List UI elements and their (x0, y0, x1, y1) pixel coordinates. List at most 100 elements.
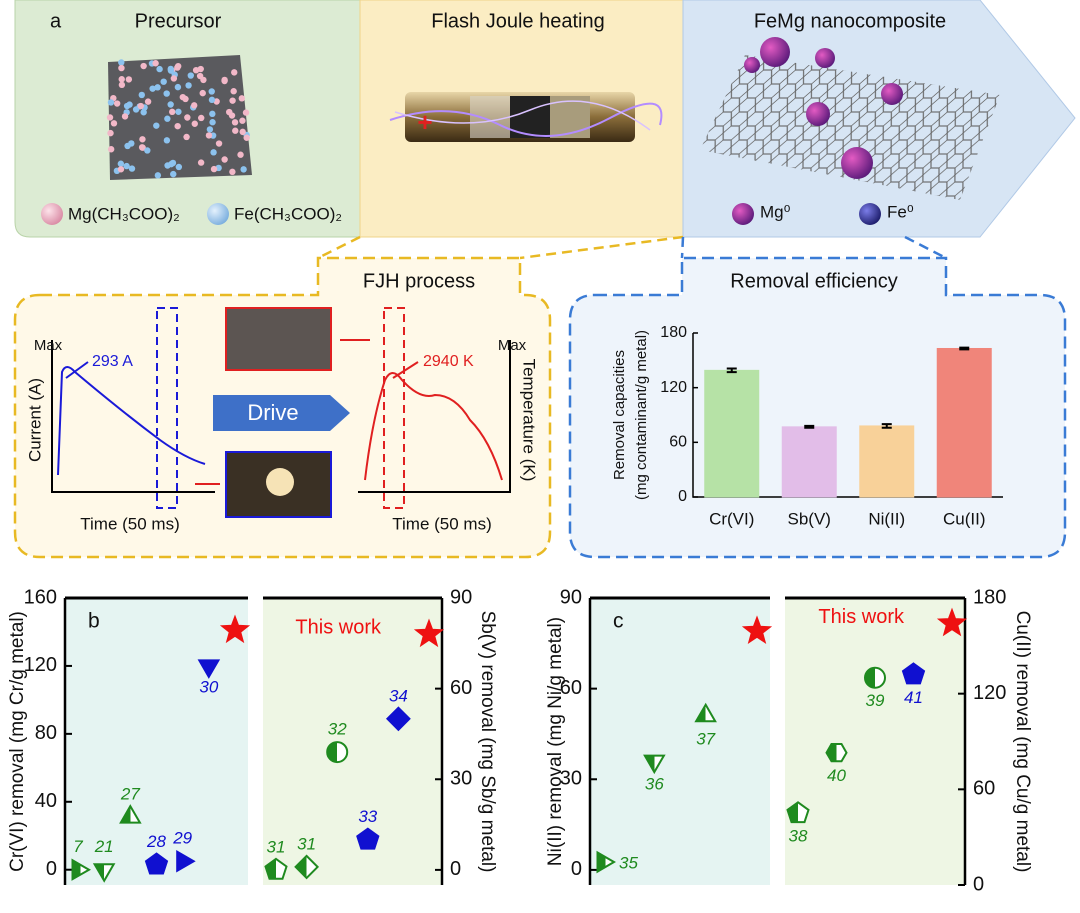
y-tick-label: 30 (450, 768, 472, 790)
data-point (356, 827, 380, 850)
panel-label: a (50, 10, 62, 32)
y-tick-label: 90 (560, 586, 582, 608)
data-point (863, 666, 887, 689)
plot-bg (65, 598, 248, 885)
particle (229, 168, 236, 176)
particle (175, 108, 182, 115)
x-axis-label: Time (50 ms) (80, 514, 180, 533)
particle (125, 76, 133, 83)
particle (121, 113, 129, 120)
legend-label: Fe(CH₃COO)₂ (234, 204, 342, 223)
data-point (92, 863, 116, 883)
particle (238, 95, 246, 102)
y-axis-label: Cu(II) removal (mg Cu/g metal) (1012, 611, 1033, 873)
particle (226, 108, 233, 116)
peak-label: 293 A (92, 353, 133, 370)
glow (266, 468, 294, 496)
y-tick-label: 120 (24, 654, 57, 676)
particle (174, 83, 182, 91)
particle (138, 144, 146, 151)
particle (154, 172, 162, 179)
legend-marker (207, 203, 229, 225)
data-point (825, 743, 848, 763)
particle (138, 91, 145, 99)
this-work-label: This work (818, 606, 905, 628)
particle (154, 84, 161, 91)
particle (110, 120, 118, 127)
data-point (294, 854, 320, 880)
particle (137, 102, 145, 110)
particle (237, 151, 244, 158)
window (156, 307, 178, 509)
y-axis-label: Removal capacities (611, 350, 628, 480)
y-tick-label: 40 (35, 790, 57, 812)
reactor-tube: + (389, 92, 663, 142)
connectors (317, 235, 947, 260)
x-axis-label: Time (50 ms) (392, 514, 492, 533)
point-label: 29 (172, 829, 192, 848)
particle (174, 64, 181, 71)
particle (144, 147, 151, 154)
x-tick-label: Ni(II) (868, 509, 905, 528)
y-tick-label: 160 (24, 586, 57, 608)
point-label: 31 (297, 834, 316, 853)
particle (183, 133, 190, 141)
error-bar (881, 423, 892, 429)
particle (118, 64, 125, 72)
y-axis-label: Sb(V) removal (mg Sb/g metal) (477, 611, 498, 873)
legend-marker (41, 203, 63, 225)
data-point (119, 804, 142, 824)
y-tick-label: 0 (450, 858, 461, 880)
y-axis-label: Current (A) (25, 378, 44, 462)
particle (170, 170, 177, 178)
y-tick-label: 0 (46, 858, 57, 880)
box-title: Removal efficiency (730, 270, 897, 292)
plot-bg (785, 598, 965, 885)
axis (358, 340, 511, 493)
particle (170, 75, 178, 82)
particle (243, 134, 250, 141)
y-tick-label: 180 (973, 586, 1006, 608)
error-bar (959, 346, 970, 351)
particle (128, 165, 136, 172)
particle (149, 85, 156, 92)
particle (210, 165, 218, 173)
particle (167, 65, 174, 73)
bar (859, 425, 915, 498)
window (383, 307, 405, 509)
y-axis-label: (mg contaminant/g metal) (633, 330, 650, 500)
particle (167, 101, 174, 108)
particle (124, 142, 131, 150)
y-tick-label: 30 (560, 768, 582, 790)
max-label: Max (498, 337, 527, 354)
y-tick-label: 0 (678, 488, 687, 505)
point-label: 38 (789, 827, 808, 846)
data-point (385, 706, 411, 732)
temperature-curve (364, 372, 503, 481)
particle (221, 156, 228, 163)
particle (164, 162, 171, 169)
legend-marker (732, 203, 754, 225)
particle (187, 72, 194, 79)
particle (215, 140, 223, 147)
data-point (786, 801, 810, 824)
link-arrow (195, 339, 370, 485)
x-tick-label: Sb(V) (788, 509, 831, 528)
data-point (596, 850, 616, 874)
data-point (176, 849, 196, 873)
particle (199, 89, 206, 97)
y-tick-label: 60 (450, 677, 472, 699)
particle (164, 115, 171, 122)
y-axis-label: Cr(VI) removal (mg Cr/g metal) (7, 611, 28, 872)
particle (140, 109, 147, 116)
stage-title: Precursor (135, 10, 222, 32)
particle (198, 114, 205, 122)
data-point (219, 614, 251, 644)
particle (107, 129, 114, 137)
y-tick-label: 0 (571, 858, 582, 880)
particle (197, 159, 205, 166)
data-point (741, 615, 773, 644)
y-tick-label: 180 (660, 324, 687, 341)
y-axis-label: Ni(II) removal (mg Ni/g metal) (545, 617, 566, 866)
particle (118, 76, 125, 83)
